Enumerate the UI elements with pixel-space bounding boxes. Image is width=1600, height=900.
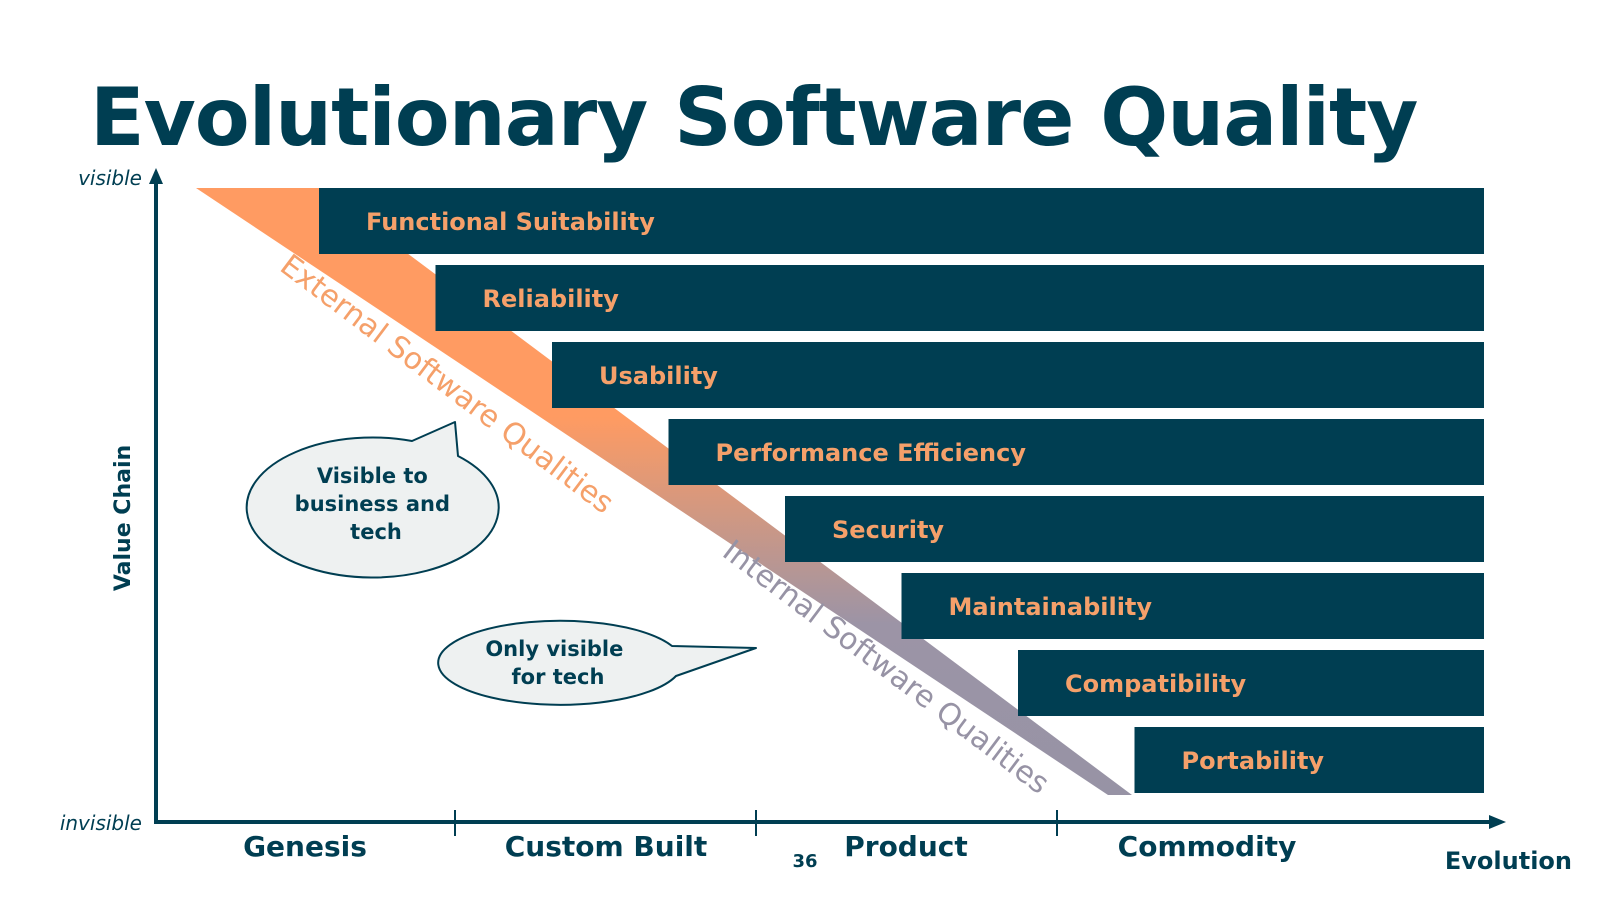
quality-bar bbox=[435, 265, 1484, 331]
quality-label: Security bbox=[832, 516, 944, 544]
quality-bar bbox=[785, 496, 1484, 562]
quality-label: Reliability bbox=[483, 285, 620, 313]
x-axis-arrow-icon bbox=[1489, 815, 1506, 829]
quality-bar bbox=[668, 419, 1484, 485]
callout-business-line: Visible to bbox=[317, 464, 428, 488]
stage-label-product: Product bbox=[844, 830, 968, 863]
quality-label: Portability bbox=[1182, 747, 1325, 775]
callout-business-line: tech bbox=[350, 520, 402, 544]
quality-label: Functional Suitability bbox=[366, 208, 655, 236]
y-axis-bottom-label: invisible bbox=[60, 811, 142, 835]
quality-label: Maintainability bbox=[949, 593, 1153, 621]
quality-bar bbox=[1134, 727, 1484, 793]
page-title: Evolutionary Software Quality bbox=[90, 71, 1418, 164]
callout-tech-bubble bbox=[437, 619, 757, 706]
page-number: 36 bbox=[792, 851, 817, 872]
svg-text:Visible to business an: Visible to business and tech bbox=[295, 464, 458, 544]
quality-bar bbox=[319, 188, 1484, 254]
stage-label-genesis: Genesis bbox=[243, 830, 367, 863]
callout-business-bubble bbox=[245, 421, 500, 579]
svg-text:Only visible for tech: Only visible for tech bbox=[485, 637, 630, 689]
x-axis-title: Evolution bbox=[1445, 847, 1572, 875]
callout-business: Visible to business and tech bbox=[245, 421, 500, 579]
quality-label: Usability bbox=[599, 362, 718, 390]
callout-business-line: business and bbox=[295, 492, 450, 516]
callout-tech-line: Only visible bbox=[485, 637, 623, 661]
quality-bar bbox=[552, 342, 1484, 408]
y-axis-title: Value Chain bbox=[111, 445, 136, 591]
quality-label: Compatibility bbox=[1065, 670, 1247, 698]
stage-label-custom-built: Custom Built bbox=[505, 830, 708, 863]
quality-label: Performance Efficiency bbox=[716, 439, 1027, 467]
quality-bar bbox=[1018, 650, 1484, 716]
callout-tech: Only visible for tech bbox=[437, 619, 757, 706]
quality-bar bbox=[901, 573, 1484, 639]
stage-label-commodity: Commodity bbox=[1118, 830, 1297, 863]
quality-gradient-band bbox=[196, 188, 1132, 795]
y-axis-arrow-icon bbox=[149, 168, 163, 184]
callout-tech-line: for tech bbox=[512, 665, 605, 689]
y-axis-top-label: visible bbox=[78, 166, 142, 190]
